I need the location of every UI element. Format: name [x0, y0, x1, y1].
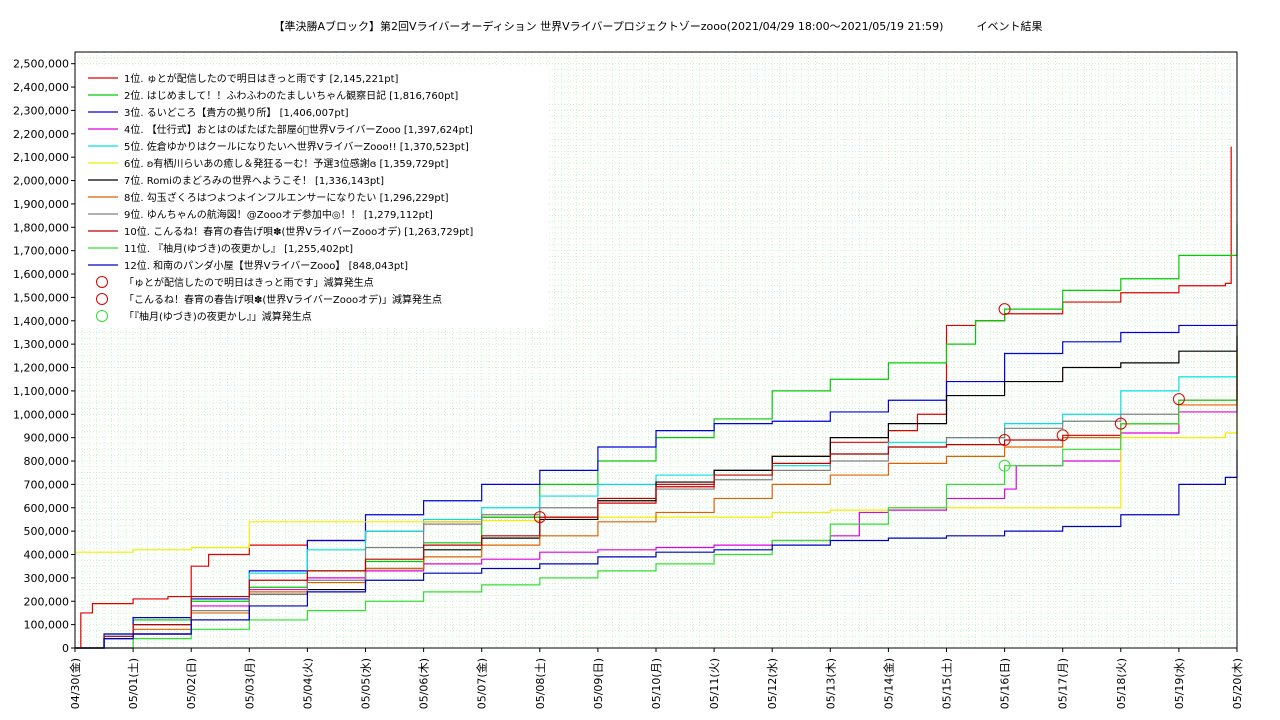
plot-frame: [74, 51, 1238, 649]
x-tick-label: 05/06(木): [418, 658, 431, 709]
y-tick-label: 400,000: [24, 549, 70, 562]
y-tick-label: 100,000: [24, 619, 70, 632]
y-tick-label: 1,100,000: [13, 385, 69, 398]
series-lines: [75, 146, 1238, 649]
legend-label: 8位. 勾玉ざくろはつよつよインフルエンサーになりたい [1,296,229pt…: [124, 191, 449, 204]
y-tick-label: 0: [62, 642, 69, 655]
legend-label: 10位. こんるね！春宵の春告げ唄✽(世界VライバーZoooオデ) [1,263…: [124, 225, 473, 238]
legend: 1位. ゅとが配信したので明日はきっと雨です [2,145,221pt] 2位. …: [78, 66, 548, 328]
legend-label: 12位. 和南のパンダ小屋【世界VライバーZooo】 [848,043pt]: [124, 259, 408, 272]
y-tick-label: 600,000: [24, 502, 70, 515]
y-tick-label: 1,300,000: [13, 338, 69, 351]
x-tick-label: 05/20(木): [1231, 658, 1244, 709]
x-tick-label: 05/19(水): [1173, 658, 1186, 709]
x-axis-ticks: 04/30(金) 05/01(土) 05/02(日) 05/03(月) 05/04(火)…: [68, 648, 1244, 709]
y-tick-label: 2,200,000: [13, 128, 69, 141]
y-tick-label: 2,000,000: [13, 175, 69, 188]
x-tick-label: 05/05(水): [360, 658, 373, 709]
x-tick-label: 05/15(土): [941, 658, 954, 709]
y-tick-label: 800,000: [24, 455, 70, 468]
legend-marker-label: 「ゅとが配信したので明日はきっと雨です」減算発生点: [124, 276, 374, 289]
x-tick-label: 05/12(水): [766, 658, 779, 709]
x-tick-label: 05/02(日): [185, 658, 198, 709]
legend-label: 4位. 【仕行式】おとはのばたばた部屋ó゙世界VライバーZooo [1,397,…: [124, 123, 473, 136]
x-tick-label: 05/10(月): [650, 658, 663, 709]
legend-marker: [96, 293, 108, 305]
legend-marker-label: 「こんるね！春宵の春告げ唄✽(世界VライバーZoooオデ)」減算発生点: [124, 293, 442, 306]
y-tick-label: 1,200,000: [13, 362, 69, 375]
y-tick-label: 2,500,000: [13, 58, 69, 71]
x-tick-label: 05/03(月): [243, 658, 256, 709]
x-tick-label: 05/16(日): [999, 658, 1012, 709]
legend-label: 1位. ゅとが配信したので明日はきっと雨です [2,145,221pt]: [124, 72, 399, 85]
y-tick-label: 1,700,000: [13, 245, 69, 258]
legend-label: 3位. るいどころ【貴方の拠り所】 [1,406,007pt]: [124, 106, 349, 119]
y-tick-label: 1,900,000: [13, 198, 69, 211]
y-tick-label: 1,600,000: [13, 268, 69, 281]
y-tick-label: 1,800,000: [13, 221, 69, 234]
marker-2: [998, 433, 1011, 446]
x-tick-label: 05/08(土): [534, 658, 547, 709]
y-tick-label: 200,000: [24, 595, 70, 608]
markers: [533, 303, 1185, 524]
legend-label: 6位. ʚ有栖川らいあの癒し＆発狂るーむ！予選3位感謝ɞ [1,359,729p…: [124, 157, 449, 170]
y-tick-label: 900,000: [24, 432, 70, 445]
legend-label: 5位. 佐倉ゆかりはクールになりたいへ世界VライバーZooo!! [1,370,…: [124, 140, 469, 153]
marker-1: [1114, 417, 1127, 430]
series-line-6: [75, 330, 1238, 553]
y-tick-label: 1,000,000: [13, 408, 69, 421]
y-tick-label: 2,300,000: [13, 104, 69, 117]
legend-label: 7位. Romiのまどろみの世界へようこそ！ [1,336,143pt]: [124, 174, 384, 187]
chart-title: 【準決勝Aブロック】第2回Vライバーオーディション 世界Vライバープロジェクトゾ…: [274, 19, 1043, 33]
x-tick-label: 05/09(日): [592, 658, 605, 709]
x-tick-label: 04/30(金): [68, 658, 82, 709]
legend-marker-label: 「『柚月(ゆづき)の夜更かし』」減算発生点: [124, 310, 312, 323]
legend-marker: [96, 310, 108, 322]
marker-1: [1172, 393, 1185, 406]
marker-1: [998, 303, 1011, 316]
x-tick-label: 05/14(金): [881, 658, 895, 709]
legend-label: 11位. 『柚月(ゆづき)の夜更かし』 [1,255,402pt]: [124, 242, 353, 255]
y-tick-label: 2,100,000: [13, 151, 69, 164]
x-tick-label: 05/04(火): [301, 658, 314, 709]
x-tick-label: 05/17(月): [1057, 658, 1070, 709]
legend-label: 9位. ゆんちゃんの航海図！@Zoooオデ参加中◎！！ [1,279,112pt…: [124, 208, 433, 221]
x-tick-label: 05/13(木): [824, 658, 837, 709]
y-axis-ticks: 0 100,000 200,000 300,000 400,000 500,000 600,…: [13, 58, 75, 655]
series-line-10: [75, 352, 1238, 649]
y-tick-label: 2,400,000: [13, 81, 69, 94]
legend-box: [78, 66, 548, 328]
x-tick-label: 05/01(土): [127, 658, 140, 709]
x-tick-label: 05/18(火): [1115, 658, 1128, 709]
series-line-12: [75, 449, 1238, 649]
y-tick-label: 500,000: [24, 525, 70, 538]
y-tick-label: 700,000: [24, 478, 70, 491]
x-tick-label: 05/11(火): [708, 658, 721, 709]
marker-3: [998, 459, 1011, 472]
y-tick-label: 1,500,000: [13, 291, 69, 304]
legend-marker: [96, 276, 108, 288]
legend-label: 2位. はじめまして！！ふわふわのたましいちゃん観察日記 [1,816,760p…: [124, 89, 458, 102]
marker-2: [1056, 429, 1069, 442]
x-tick-label: 05/07(金): [475, 658, 489, 709]
marker-2: [533, 511, 546, 524]
series-line-11: [75, 354, 1238, 649]
y-tick-label: 1,400,000: [13, 315, 69, 328]
y-tick-label: 300,000: [24, 572, 70, 585]
